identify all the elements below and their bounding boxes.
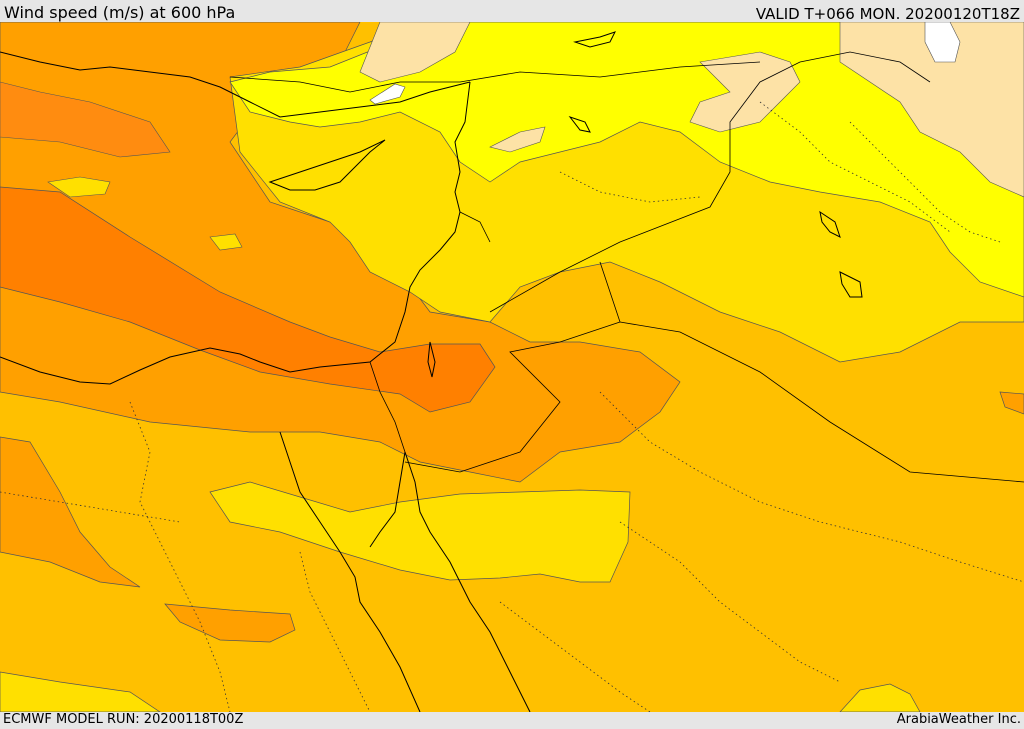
field-orange-sw	[0, 436, 141, 588]
field-calm-patch	[369, 83, 406, 105]
valid-time: VALID T+066 MON. 20200120T18Z	[755, 5, 1020, 23]
header-bar: Wind speed (m/s) at 600 hPa VALID T+066 …	[0, 0, 1024, 23]
field-gold-se	[839, 683, 921, 712]
field-light-tan-ne	[839, 22, 1024, 198]
field-gold-south	[0, 671, 161, 712]
credit-label: ArabiaWeather Inc.	[896, 712, 1021, 727]
field-light-tan-blob	[489, 126, 546, 153]
field-gold-mid-blob	[47, 176, 111, 198]
borders	[229, 51, 1024, 483]
field-gold-sinai	[209, 481, 631, 583]
field-yellow-ne	[229, 22, 1024, 298]
province-boundaries	[0, 101, 1024, 712]
field-gold-blob-2	[209, 233, 243, 251]
footer-bar: ECMWF MODEL RUN: 20200118T00Z ArabiaWeat…	[0, 712, 1024, 729]
field-calm-ne	[924, 22, 961, 63]
field-orange-blob-ne	[999, 391, 1024, 415]
map-title: Wind speed (m/s) at 600 hPa	[4, 3, 236, 22]
field-orange-nw	[0, 81, 171, 158]
field-orange-blob-s	[164, 603, 296, 643]
field-light-tan-north	[359, 22, 471, 83]
field-light-tan-east	[689, 51, 801, 133]
model-run-label: ECMWF MODEL RUN: 20200118T00Z	[3, 712, 244, 727]
field-orange-belt	[0, 22, 681, 483]
wind-speed-map	[0, 22, 1024, 712]
field-dark-orange-core	[0, 186, 496, 413]
